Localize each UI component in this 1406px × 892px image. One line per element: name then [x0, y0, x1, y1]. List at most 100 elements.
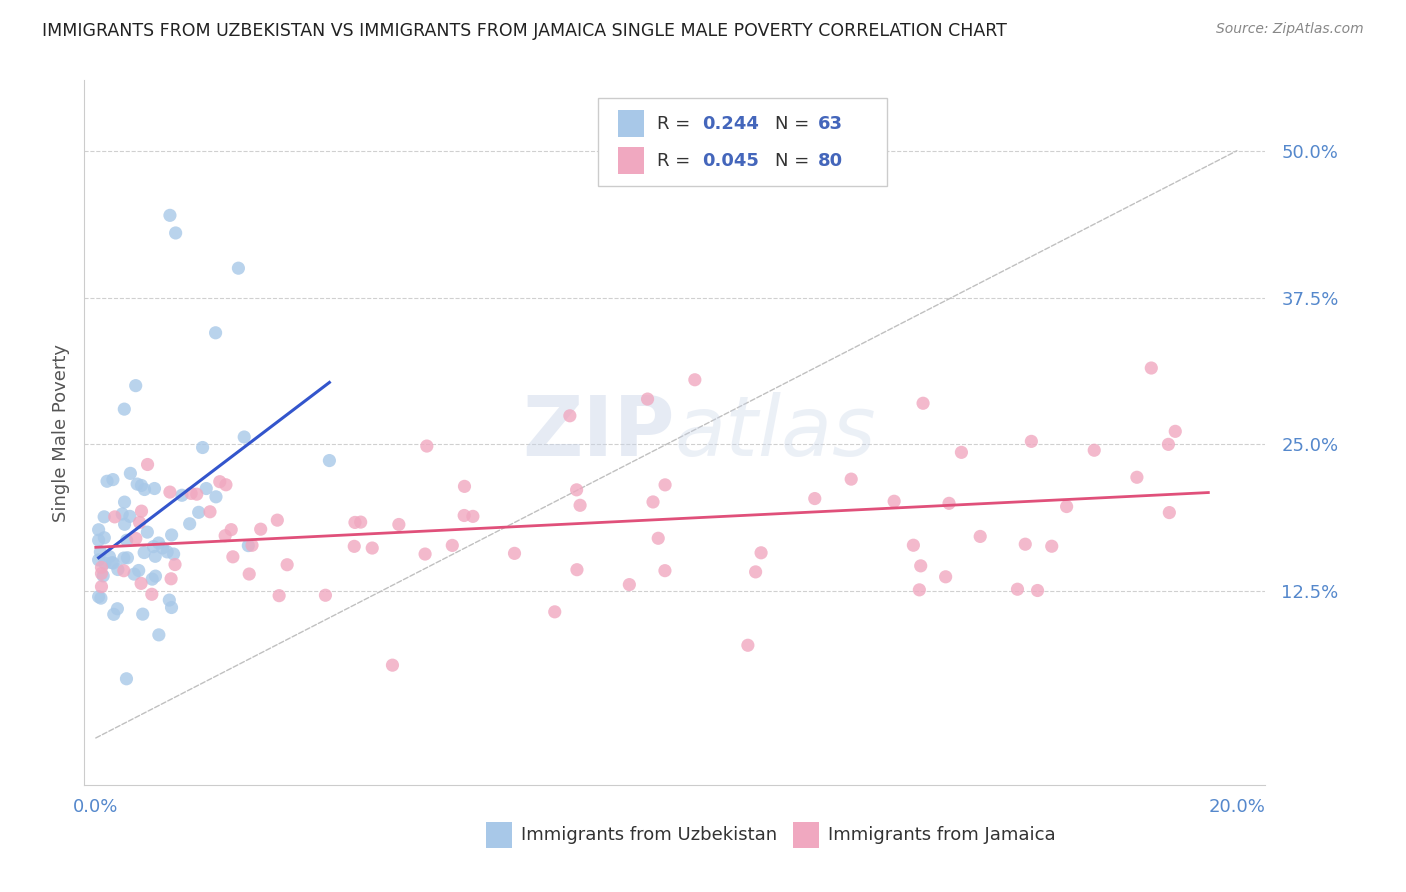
Point — [361, 541, 384, 555]
Point — [104, 509, 127, 524]
Point — [179, 516, 201, 531]
Point — [204, 326, 226, 340]
Point — [1159, 506, 1181, 520]
Point — [180, 486, 202, 500]
Y-axis label: Single Male Poverty: Single Male Poverty — [52, 343, 70, 522]
FancyBboxPatch shape — [598, 98, 887, 186]
Point — [228, 261, 250, 276]
Point — [737, 638, 759, 652]
Point — [142, 540, 165, 554]
Point — [159, 208, 181, 222]
Point — [969, 529, 991, 543]
Point — [1157, 437, 1180, 451]
Point — [87, 523, 110, 537]
Point — [156, 545, 179, 559]
Point — [148, 628, 170, 642]
Point — [93, 509, 115, 524]
Point — [215, 477, 238, 491]
Point — [160, 572, 183, 586]
Text: N =: N = — [775, 115, 815, 133]
Point — [1126, 470, 1149, 484]
Point — [160, 600, 183, 615]
Point — [1083, 443, 1105, 458]
Point — [1040, 539, 1063, 553]
Point — [148, 536, 170, 550]
Text: 0.244: 0.244 — [702, 115, 759, 133]
Point — [314, 588, 336, 602]
Point — [90, 560, 112, 574]
Bar — [619, 110, 644, 136]
Bar — [619, 147, 644, 174]
Point — [205, 490, 228, 504]
Point — [141, 572, 163, 586]
Point — [249, 522, 271, 536]
Point — [120, 467, 142, 481]
Point — [112, 551, 135, 566]
Point — [129, 576, 152, 591]
Point — [114, 495, 136, 509]
Bar — [793, 822, 818, 848]
Point — [136, 525, 159, 540]
Point — [191, 441, 214, 455]
Point — [266, 513, 288, 527]
Point — [170, 488, 193, 502]
Text: R =: R = — [657, 115, 696, 133]
Point — [198, 505, 221, 519]
Point — [233, 430, 256, 444]
Point — [413, 547, 436, 561]
Point — [219, 523, 242, 537]
Point — [912, 396, 935, 410]
Point — [132, 607, 155, 622]
Point — [744, 565, 766, 579]
Point — [163, 558, 186, 572]
Point — [343, 516, 366, 530]
Point — [136, 458, 159, 472]
Point — [143, 549, 166, 564]
Point — [98, 549, 121, 564]
Point — [90, 591, 112, 606]
Point — [238, 539, 260, 553]
Point — [269, 589, 291, 603]
Point — [145, 569, 167, 583]
Point — [214, 529, 236, 543]
Point — [101, 556, 124, 570]
Text: ZIP: ZIP — [523, 392, 675, 473]
Point — [683, 373, 706, 387]
Point — [141, 587, 163, 601]
Point — [950, 445, 973, 459]
Point — [90, 580, 112, 594]
Text: N =: N = — [775, 152, 815, 169]
Point — [343, 539, 366, 553]
Point — [125, 532, 148, 546]
Point — [558, 409, 581, 423]
Point — [143, 482, 166, 496]
Text: Immigrants from Uzbekistan: Immigrants from Uzbekistan — [522, 826, 778, 844]
Point — [461, 509, 484, 524]
Point — [134, 545, 156, 559]
Point — [101, 473, 124, 487]
Text: Immigrants from Jamaica: Immigrants from Jamaica — [828, 826, 1056, 844]
Point — [114, 517, 136, 532]
Text: R =: R = — [657, 152, 696, 169]
Point — [503, 546, 526, 560]
Point — [544, 605, 567, 619]
Point — [131, 478, 153, 492]
Point — [111, 507, 134, 521]
Point — [318, 453, 340, 467]
Point — [131, 504, 153, 518]
Point — [1026, 583, 1049, 598]
Point — [128, 516, 150, 530]
Point — [883, 494, 905, 508]
Point — [453, 479, 475, 493]
Point — [565, 483, 588, 497]
Point — [103, 607, 125, 622]
Point — [1164, 425, 1187, 439]
Point — [749, 546, 772, 560]
Point — [160, 528, 183, 542]
Point — [903, 538, 925, 552]
Point — [162, 547, 184, 561]
Point — [641, 495, 664, 509]
Point — [637, 392, 659, 406]
Point — [453, 508, 475, 523]
Text: 63: 63 — [818, 115, 842, 133]
